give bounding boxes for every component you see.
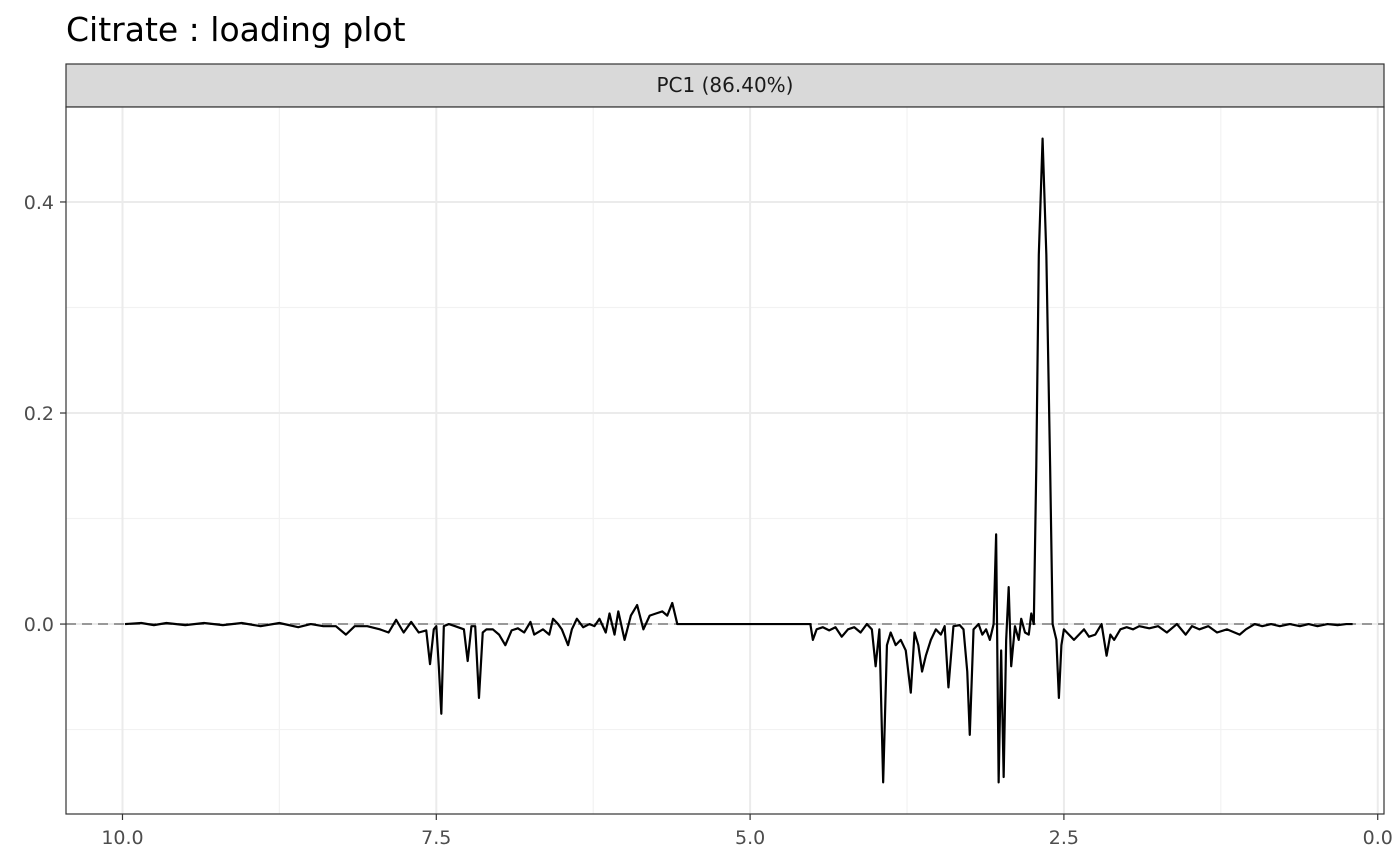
x-tick-label: 0.0 xyxy=(1363,827,1393,849)
y-tick-label: 0.2 xyxy=(24,403,54,425)
x-tick-label: 7.5 xyxy=(421,827,451,849)
x-tick-label: 10.0 xyxy=(101,827,143,849)
plot-panel xyxy=(66,107,1384,814)
facet-strip-label: PC1 (86.40%) xyxy=(657,73,794,97)
y-tick-label: 0.4 xyxy=(24,192,54,214)
facet-strip-background xyxy=(65,63,1385,108)
x-tick-label: 2.5 xyxy=(1049,827,1079,849)
y-axis: 0.0 0.2 0.4 xyxy=(24,192,66,636)
x-axis: 10.0 7.5 5.0 2.5 0.0 xyxy=(101,814,1393,849)
chart-title: Citrate : loading plot xyxy=(66,10,406,49)
plot-panel-border xyxy=(65,106,1385,815)
facet-strip: PC1 (86.40%) xyxy=(65,63,1385,108)
minor-gridlines xyxy=(66,107,1384,814)
loading-series-line xyxy=(124,137,1353,784)
y-tick-label: 0.0 xyxy=(24,614,54,636)
x-tick-label: 5.0 xyxy=(735,827,765,849)
